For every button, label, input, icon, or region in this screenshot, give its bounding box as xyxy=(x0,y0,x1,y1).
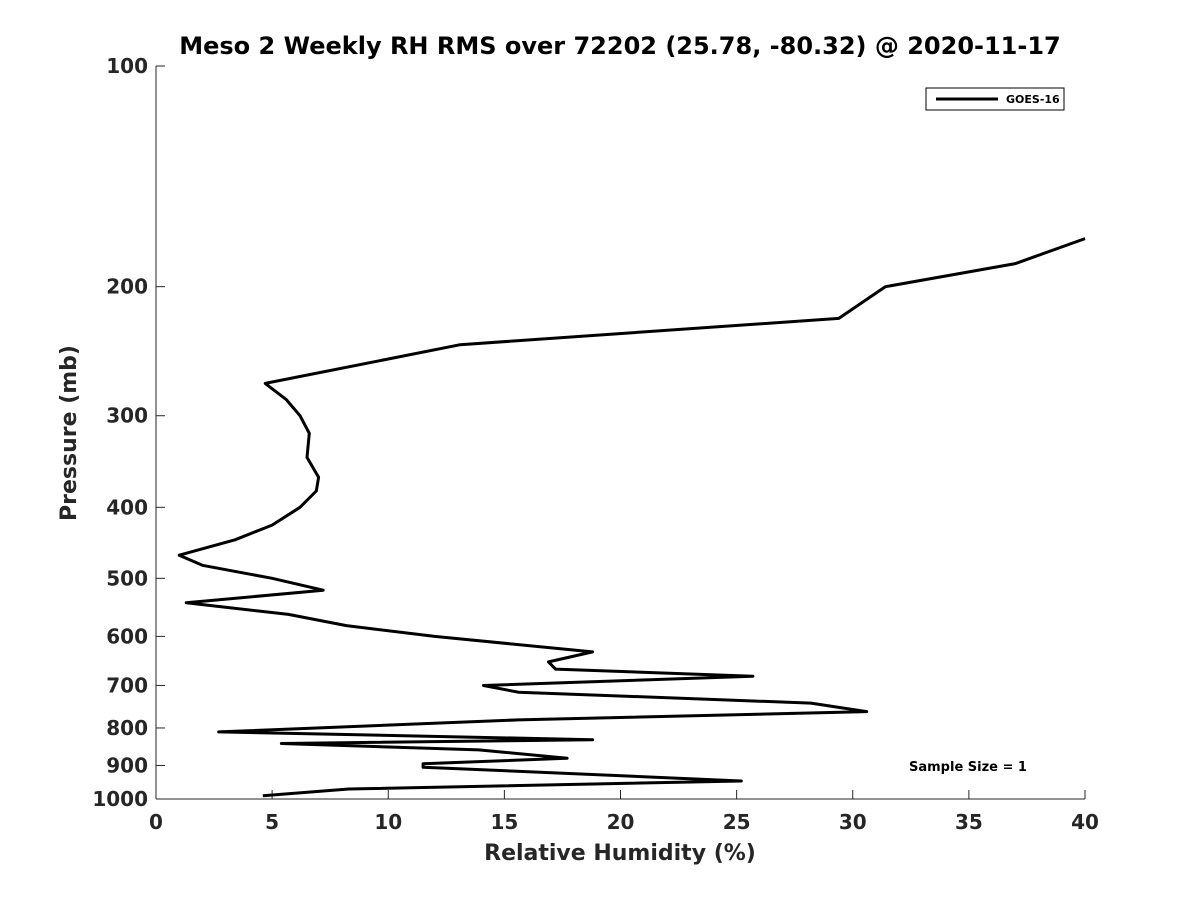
x-tick-label: 0 xyxy=(149,810,163,834)
y-tick-label: 1000 xyxy=(92,787,148,811)
y-tick-label: 600 xyxy=(106,624,148,648)
legend-entry-goes-16: GOES-16 xyxy=(1006,93,1060,106)
x-tick-label: 10 xyxy=(374,810,402,834)
series-layer xyxy=(177,237,1086,798)
axes xyxy=(155,66,1085,800)
y-axis-label: Pressure (mb) xyxy=(57,345,82,521)
y-tick-label: 100 xyxy=(106,54,148,78)
x-axis-ticks: 0 5 10 15 20 25 30 35 40 xyxy=(149,790,1099,834)
series-line-goes-16 xyxy=(177,237,1086,798)
x-tick-label: 25 xyxy=(723,810,751,834)
sample-size-annotation: Sample Size = 1 xyxy=(909,760,1027,775)
x-tick-label: 40 xyxy=(1071,810,1099,834)
y-tick-label: 700 xyxy=(106,673,148,697)
y-tick-label: 400 xyxy=(106,495,148,519)
x-tick-label: 15 xyxy=(490,810,518,834)
y-tick-label: 200 xyxy=(106,275,148,299)
x-axis-label: Relative Humidity (%) xyxy=(484,841,756,866)
x-tick-label: 5 xyxy=(265,810,279,834)
x-tick-label: 20 xyxy=(607,810,635,834)
legend: GOES-16 xyxy=(925,87,1065,111)
chart-title: Meso 2 Weekly RH RMS over 72202 (25.78, … xyxy=(179,32,1061,60)
y-tick-label: 900 xyxy=(106,753,148,777)
x-tick-label: 35 xyxy=(955,810,983,834)
y-tick-label: 300 xyxy=(106,404,148,428)
y-tick-label: 800 xyxy=(106,716,148,740)
y-tick-label: 500 xyxy=(106,566,148,590)
y-axis-ticks: 100 200 300 400 500 600 700 800 900 1000 xyxy=(92,54,165,811)
x-tick-label: 30 xyxy=(839,810,867,834)
